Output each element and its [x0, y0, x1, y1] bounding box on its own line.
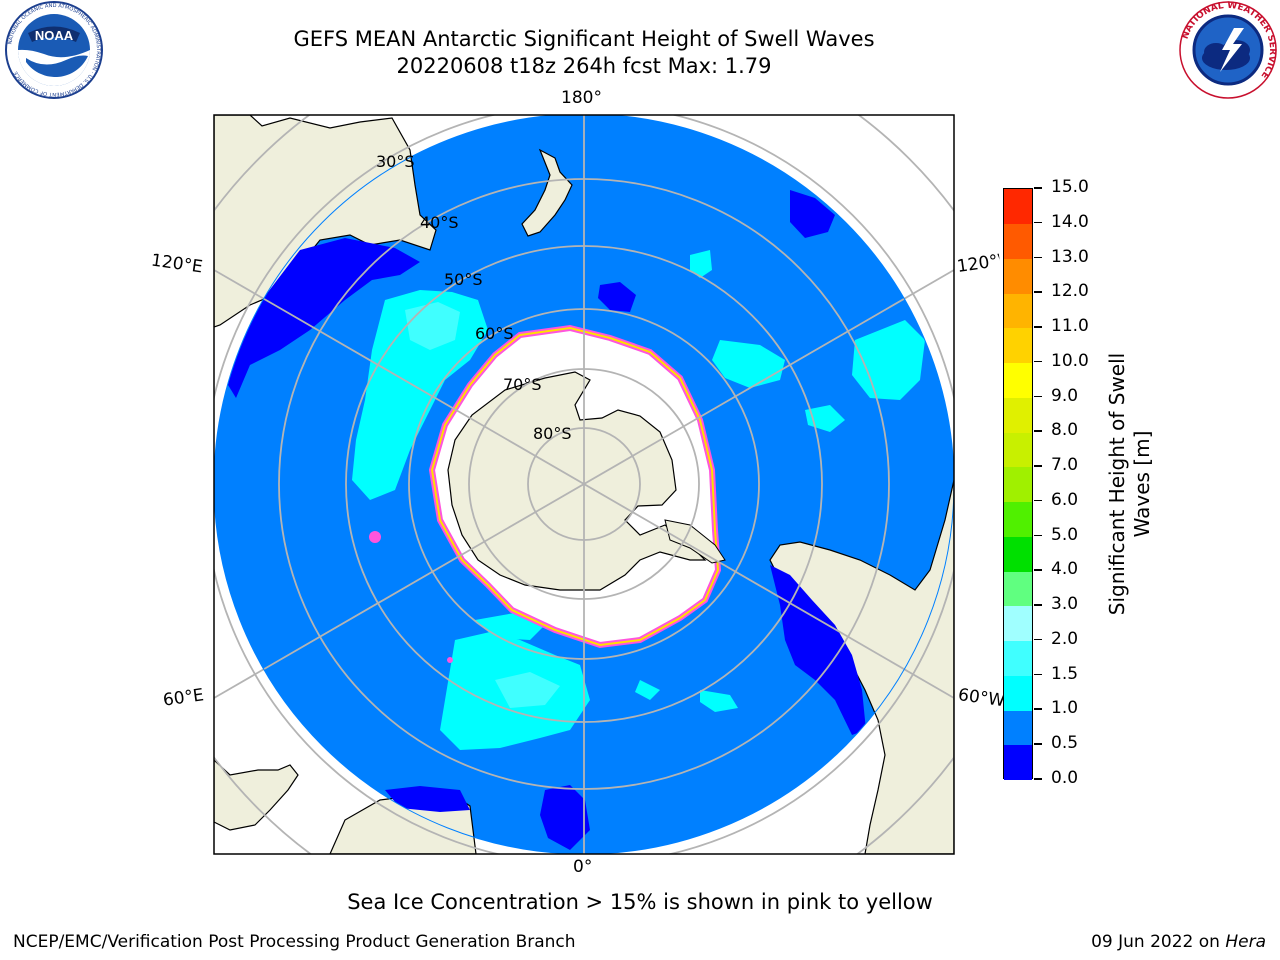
colorbar-tick-label: 14.0: [1051, 211, 1089, 232]
colorbar-segment: [1004, 571, 1032, 607]
lat-label-30s: 30°S: [376, 152, 415, 171]
lat-label-40s: 40°S: [420, 213, 459, 232]
colorbar-tick: [1034, 360, 1042, 363]
footer-date: 09 Jun 2022 on Hera: [1091, 932, 1266, 952]
colorbar-tick: [1034, 708, 1042, 710]
colorbar-segment: [1004, 675, 1032, 711]
colorbar-tick: [1034, 778, 1042, 780]
lon-label-bottom: 0°: [573, 857, 593, 877]
swell-light-cyan-band: [405, 302, 560, 708]
colorbar-tick: [1034, 638, 1042, 641]
colorbar-segment: [1004, 223, 1032, 259]
colorbar-tick-label: 13.0: [1051, 246, 1089, 267]
colorbar-title-line1: Significant Height of Swell: [1105, 352, 1129, 616]
national-weather-service-logo-icon: NATIONAL WEATHER SERVICE: [1179, 1, 1277, 99]
colorbar-tick-label: 4.0: [1051, 559, 1079, 580]
colorbar-segment: [1004, 640, 1032, 676]
colorbar-tick-label: 5.0: [1051, 524, 1079, 545]
colorbar-tick-label: 1.0: [1051, 698, 1079, 719]
map-frame: [213, 114, 955, 855]
colorbar-segment: [1004, 710, 1032, 746]
colorbar-segment: [1004, 258, 1032, 294]
lat-label-50s: 50°S: [444, 270, 483, 289]
colorbar-tick-label: 10.0: [1051, 350, 1089, 371]
colorbar-tick: [1034, 673, 1042, 676]
colorbar-title-line2: Waves [m]: [1130, 430, 1154, 538]
colorbar-tick-label: 7.0: [1051, 455, 1079, 476]
colorbar-segment: [1004, 536, 1032, 572]
colorbar-tick: [1034, 604, 1042, 606]
colorbar-tick-label: 3.0: [1051, 594, 1079, 615]
colorbar-segment: [1004, 745, 1032, 781]
colorbar-tick-label: 0.0: [1051, 768, 1079, 788]
colorbar-segment: [1004, 432, 1032, 468]
footer-date-text: 09 Jun 2022 on: [1091, 932, 1226, 952]
graticule: [214, 115, 954, 854]
colorbar-tick: [1034, 326, 1042, 328]
lon-label-top: 180°: [561, 88, 602, 108]
footer-system-name: Hera: [1225, 932, 1266, 952]
colorbar: [1003, 188, 1033, 781]
colorbar-tick-label: 6.0: [1051, 489, 1079, 510]
colorbar-segment: [1004, 606, 1032, 642]
colorbar-tick-label: 2.0: [1051, 628, 1079, 649]
colorbar-segment: [1004, 501, 1032, 537]
colorbar-segment: [1004, 189, 1032, 224]
colorbar-tick: [1034, 465, 1042, 467]
colorbar-tick-label: 12.0: [1051, 281, 1089, 302]
colorbar-tick-label: 0.5: [1051, 733, 1079, 754]
colorbar-segment: [1004, 467, 1032, 503]
lat-label-70s: 70°S: [503, 375, 542, 394]
colorbar-tick-label: 15.0: [1051, 177, 1089, 197]
colorbar-tick: [1034, 743, 1042, 745]
swell-lowest-band: [225, 190, 866, 850]
colorbar-title: Significant Height of Swell Waves [m]: [1105, 319, 1155, 649]
colorbar-tick: [1034, 569, 1042, 571]
footer-credit: NCEP/EMC/Verification Post Processing Pr…: [13, 932, 576, 952]
colorbar-tick: [1034, 499, 1042, 502]
colorbar-segment: [1004, 397, 1032, 433]
colorbar-tick-label: 8.0: [1051, 420, 1079, 441]
noaa-wordmark: NOAA: [35, 28, 74, 43]
lat-label-60s: 60°S: [475, 324, 514, 343]
colorbar-tick-label: 9.0: [1051, 385, 1079, 406]
colorbar-segment: [1004, 328, 1032, 364]
colorbar-tick: [1034, 256, 1042, 259]
colorbar-tick: [1034, 221, 1042, 224]
lat-label-80s: 80°S: [533, 424, 572, 443]
chart-title-line1: GEFS MEAN Antarctic Significant Height o…: [293, 27, 875, 51]
noaa-logo-icon: NOAA NATIONAL OCEANIC AND ATMOSPHERIC AD…: [5, 1, 103, 99]
colorbar-tick: [1034, 291, 1042, 293]
sea-ice-note: Sea Ice Concentration > 15% is shown in …: [347, 890, 933, 914]
colorbar-tick-label: 1.5: [1051, 663, 1079, 684]
colorbar-segment: [1004, 362, 1032, 398]
colorbar-tick: [1034, 395, 1042, 398]
colorbar-tick: [1034, 534, 1042, 537]
colorbar-tick-label: 11.0: [1051, 316, 1089, 337]
colorbar-tick: [1034, 187, 1042, 189]
chart-title-line2: 20220608 t18z 264h fcst Max: 1.79: [396, 54, 772, 78]
colorbar-tick: [1034, 430, 1042, 432]
colorbar-segment: [1004, 293, 1032, 329]
